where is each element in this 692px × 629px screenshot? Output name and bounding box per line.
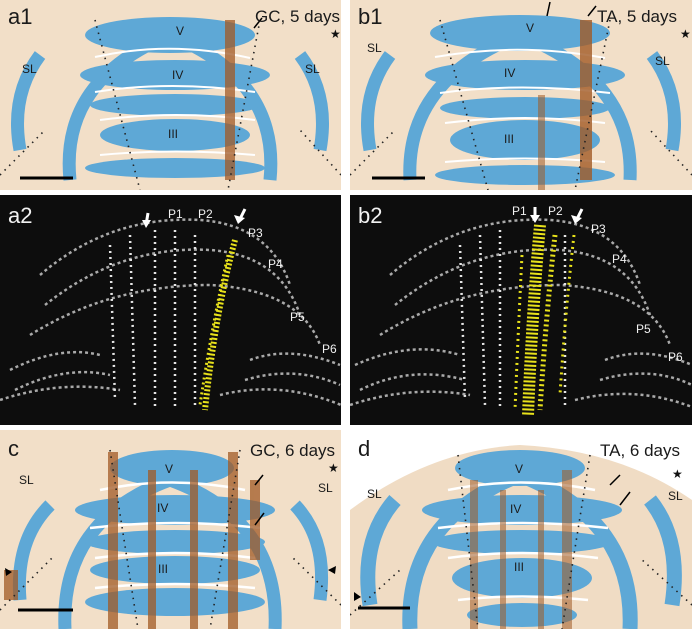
star-icon: ★ [328,461,339,475]
tissue-section-a1 [0,17,341,190]
panel-label-b2: b2 [358,203,383,228]
side-label-left: SL [19,473,34,487]
lobule-iii-label: III [168,127,179,141]
stripe-p4-label: P4 [268,257,283,271]
panel-a2: a2 P1 P2 P3 P4 P5 P6 [0,195,341,425]
tissue-section-c [0,449,341,629]
panel-b2: b2 P1 P2 P3 P4 P5 P6 [350,195,692,425]
side-label-right: SL [305,62,320,76]
panel-label-a2: a2 [8,203,33,228]
tissue-section-b1 [350,1,692,190]
lobule-v-label: V [176,24,185,38]
lobule-v-label: V [165,462,174,476]
stripe-p3-label: P3 [591,222,606,236]
stripe-p5-label: P5 [636,322,651,336]
side-label-right: SL [318,481,333,495]
side-label-left: SL [22,62,37,76]
panel-title-b1: TA, 5 days [597,7,677,26]
lobule-v-label: V [515,462,524,476]
lobule-iv-label: IV [504,66,516,80]
lobule-iii-label: III [158,562,169,576]
lobule-iii-label: III [504,132,515,146]
tracing-a2 [0,208,341,411]
panel-a1: a1 GC, 5 days V IV III SL SL ★ [0,0,341,190]
panel-label-d: d [358,436,371,461]
tracing-b2 [350,207,692,416]
side-label-right: SL [655,54,670,68]
stripe-p3-label: P3 [248,226,263,240]
star-icon: ★ [672,467,683,481]
stripe-p2-label: P2 [198,207,213,221]
stripe-p1-label: P1 [512,204,527,218]
side-label-right: SL [668,489,683,503]
panel-title-a1: GC, 5 days [255,7,341,26]
panel-d: d TA, 6 days V IV III SL SL ★ [350,430,692,629]
stripe-p2-label: P2 [548,204,563,218]
stripe-p5-label: P5 [290,310,305,324]
lobule-iv-label: IV [157,501,169,515]
panel-label-a1: a1 [8,4,33,29]
stripe-p6-label: P6 [322,342,337,356]
side-label-left: SL [367,487,382,501]
panel-title-c: GC, 6 days [250,441,336,460]
stripe-p4-label: P4 [612,252,627,266]
panel-title-d: TA, 6 days [600,441,680,460]
star-icon: ★ [680,27,691,41]
side-label-left: SL [367,41,382,55]
star-icon: ★ [330,27,341,41]
lobule-iv-label: IV [510,502,522,516]
stripe-p1-label: P1 [168,207,183,221]
stripe-p6-label: P6 [668,350,683,364]
panel-c: c GC, 6 days V IV III SL SL ★ [0,430,341,629]
panel-b1: b1 TA, 5 days V IV III SL SL ★ [350,0,692,190]
tissue-section-d [350,445,692,629]
lobule-v-label: V [526,21,535,35]
lobule-iii-label: III [514,560,525,574]
panel-label-b1: b1 [358,4,383,29]
lobule-iv-label: IV [172,68,184,82]
panel-label-c: c [8,436,19,461]
